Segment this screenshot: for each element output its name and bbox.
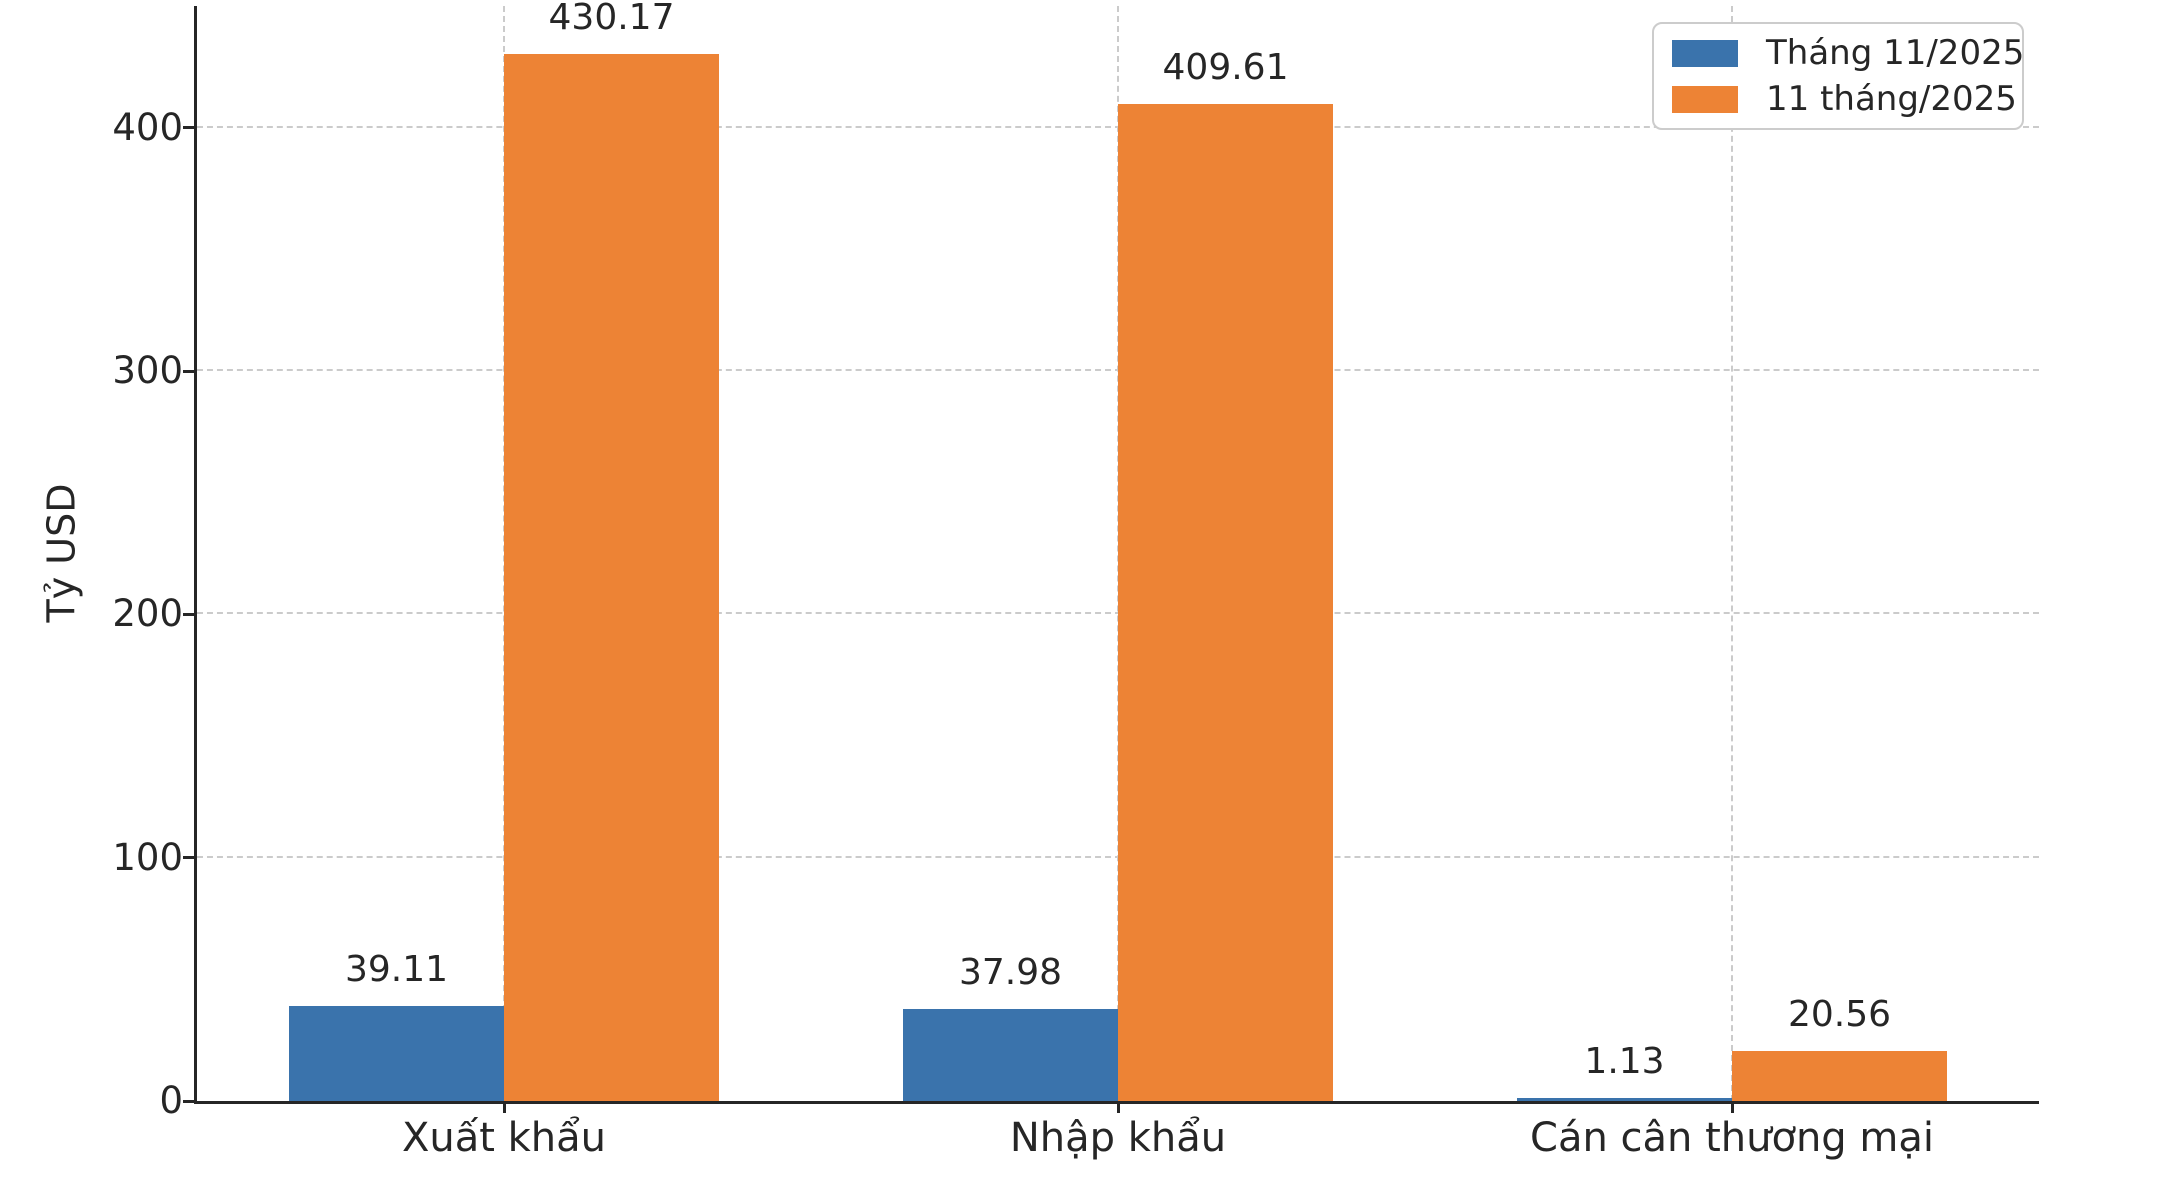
bar-value-label: 409.61: [1162, 47, 1289, 89]
bar: [903, 1008, 1118, 1101]
y-axis-line: [194, 6, 197, 1101]
y-tick-label: 100: [112, 835, 183, 879]
y-tick-label: 300: [112, 349, 183, 392]
x-tick-mark: [502, 1101, 506, 1113]
y-tick-mark: [183, 369, 195, 373]
legend-item: Tháng 11/2025: [1672, 36, 2024, 70]
legend-swatch: [1672, 85, 1738, 113]
bar: [1517, 1098, 1732, 1101]
legend-label: Tháng 11/2025: [1766, 33, 2025, 73]
bar-value-label: 39.11: [344, 948, 449, 990]
bar: [289, 1005, 504, 1101]
x-category-label: Nhập khẩu: [1009, 1115, 1227, 1161]
y-tick-label: 400: [112, 105, 183, 149]
gridline-vertical: [1731, 6, 1733, 1101]
y-tick-mark: [183, 856, 195, 860]
bar: [1118, 104, 1333, 1101]
plot-area: 39.11 430.17 37.98 409.61 1.13 20.56: [194, 0, 2039, 1104]
y-tick-label: 200: [112, 592, 183, 636]
bar-value-label: 1.13: [1584, 1041, 1665, 1083]
bar-value-label: 430.17: [548, 0, 675, 39]
bar-value-label: 37.98: [958, 951, 1063, 993]
x-tick-mark: [1116, 1101, 1120, 1113]
y-tick-label: 0: [159, 1079, 183, 1122]
legend-item: 11 tháng/2025: [1672, 82, 2017, 116]
y-tick-mark: [183, 612, 195, 616]
bar: [504, 54, 719, 1101]
y-tick-mark: [183, 126, 195, 130]
x-category-label: Cán cân thương mại: [1530, 1115, 1934, 1161]
legend-label: 11 tháng/2025: [1766, 79, 2017, 119]
legend: Tháng 11/2025 11 tháng/2025: [1652, 22, 2024, 130]
x-tick-mark: [1730, 1101, 1734, 1113]
y-tick-mark: [183, 1099, 195, 1103]
legend-swatch: [1672, 39, 1738, 67]
bar-value-label: 20.56: [1787, 993, 1892, 1035]
x-category-label: Xuất khẩu: [401, 1115, 607, 1161]
bar: [1732, 1050, 1947, 1101]
